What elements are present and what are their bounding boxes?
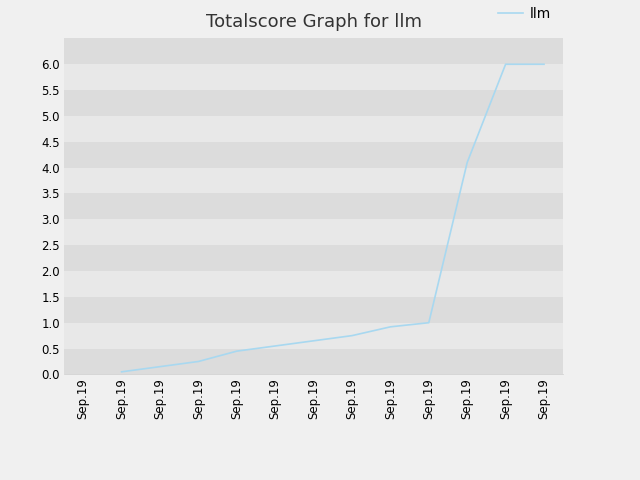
llm <box>348 333 356 338</box>
Title: Totalscore Graph for llm: Totalscore Graph for llm <box>205 13 422 31</box>
Bar <box>64 193 563 219</box>
llm <box>118 369 125 375</box>
Bar <box>64 64 563 90</box>
Bar <box>64 348 563 374</box>
Bar <box>64 168 563 193</box>
llm <box>233 348 241 354</box>
Bar <box>64 245 563 271</box>
Bar <box>64 323 563 348</box>
Bar <box>64 142 563 168</box>
Bar <box>64 297 563 323</box>
llm <box>463 159 471 165</box>
llm <box>425 320 433 325</box>
Bar <box>64 90 563 116</box>
Bar <box>64 271 563 297</box>
Legend: llm: llm <box>492 1 556 27</box>
Bar <box>64 38 563 64</box>
llm <box>195 359 202 364</box>
Bar <box>64 219 563 245</box>
Bar <box>64 116 563 142</box>
llm <box>310 338 317 344</box>
llm <box>156 364 164 370</box>
llm <box>387 324 394 330</box>
llm <box>271 343 279 349</box>
llm <box>502 61 509 67</box>
llm <box>540 61 548 67</box>
Line: llm: llm <box>122 64 544 372</box>
